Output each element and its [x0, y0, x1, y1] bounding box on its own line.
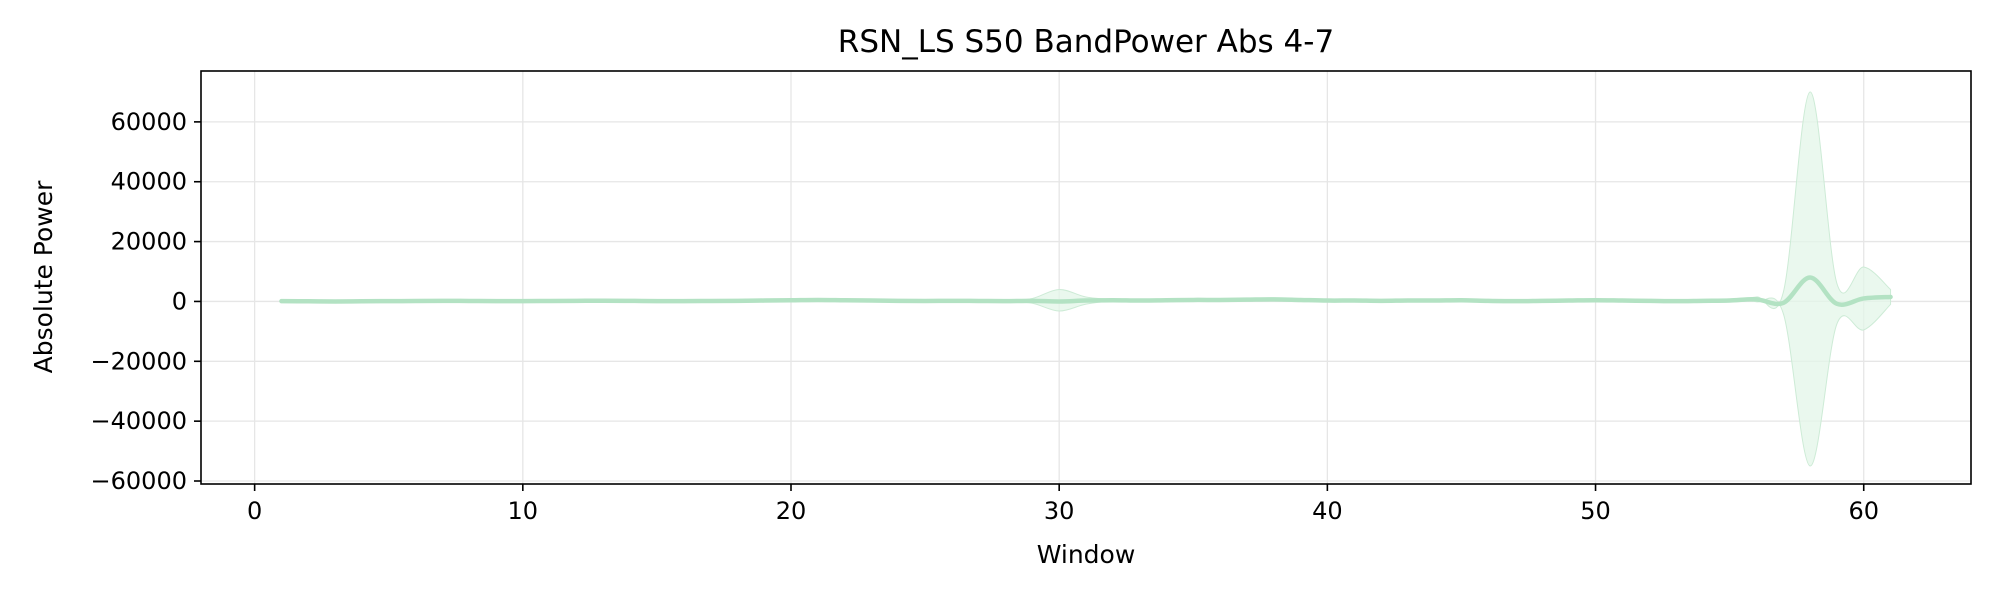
- x-axis-label: Window: [1037, 540, 1136, 569]
- x-tick-label: 20: [776, 497, 807, 525]
- x-tick-label: 30: [1044, 497, 1075, 525]
- chart-title: RSN_LS S50 BandPower Abs 4-7: [838, 24, 1334, 60]
- y-tick-label: −60000: [91, 467, 187, 495]
- data-layer: [279, 91, 1893, 467]
- x-tick-label: 60: [1848, 497, 1879, 525]
- x-tick-label: 50: [1580, 497, 1611, 525]
- y-tick-label: −20000: [91, 347, 187, 375]
- series-1-line: [279, 275, 1893, 307]
- x-tick-label: 0: [247, 497, 262, 525]
- x-tick-label: 40: [1312, 497, 1343, 525]
- y-tick-label: 60000: [111, 108, 187, 136]
- y-tick-label: 0: [172, 287, 187, 315]
- x-tick-label: 10: [508, 497, 539, 525]
- y-tick-label: 40000: [111, 168, 187, 196]
- y-axis-label: Absolute Power: [29, 180, 58, 374]
- plot-frame: [200, 70, 1972, 485]
- y-tick-label: 20000: [111, 228, 187, 256]
- y-tick-label: −40000: [91, 407, 187, 435]
- ticks: 0 10 20 30 40 50 60 −60000 −40000 −20000 0 20000 400…: [91, 108, 1879, 525]
